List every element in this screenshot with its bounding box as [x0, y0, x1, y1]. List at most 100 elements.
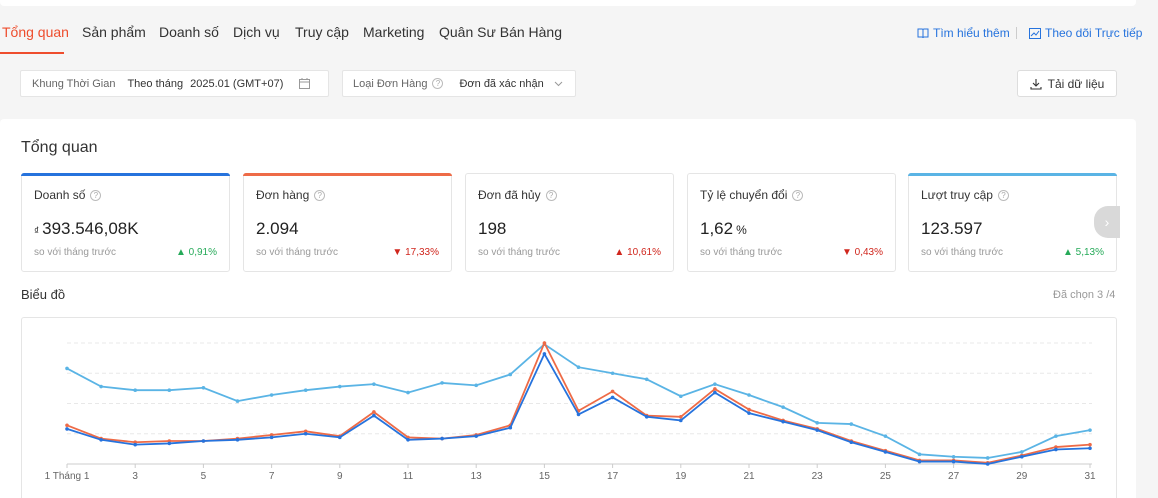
x-tick-label: 29 — [1016, 471, 1028, 482]
data-point — [747, 407, 751, 412]
time-range-label: Khung Thời Gian — [32, 77, 116, 90]
metric-name-text: Tỷ lệ chuyển đổi — [700, 188, 788, 202]
data-point — [201, 385, 206, 390]
help-icon: ? — [314, 189, 326, 201]
data-point — [883, 434, 888, 438]
data-point — [65, 427, 69, 431]
nav-bar: Tổng quan Sản phẩm Doanh số Dịch vụ Truy… — [0, 14, 1158, 54]
top-strip — [0, 0, 1136, 6]
nav-divider — [1016, 27, 1017, 39]
arrow-up-icon: ▲ — [614, 247, 625, 258]
data-point — [815, 428, 819, 432]
chevron-down-icon — [554, 81, 563, 86]
metric-value-text: 393.546,08K — [42, 219, 139, 238]
download-label: Tải dữ liệu — [1047, 76, 1105, 91]
metric-card-cancelled[interactable]: Đơn đã hủy? 198 so với tháng trước ▲ 10,… — [465, 173, 674, 272]
data-point — [99, 438, 103, 442]
tab-traffic[interactable]: Truy cập — [295, 24, 349, 40]
metric-card-revenue[interactable]: Doanh số? ₫ 393.546,08K so với tháng trướ… — [21, 173, 230, 272]
metric-value-text: 123.597 — [921, 219, 983, 238]
chevron-right-icon: › — [1104, 214, 1110, 230]
data-point — [610, 395, 615, 400]
x-tick-label: 21 — [743, 471, 755, 482]
data-point — [985, 462, 990, 466]
change-value: 17,33% — [405, 247, 439, 258]
x-tick-label: 7 — [269, 471, 275, 482]
data-point — [406, 438, 410, 442]
change-indicator: ▲ 10,61% — [614, 247, 661, 258]
arrow-up-icon: ▲ — [175, 247, 186, 258]
metric-card-conversion[interactable]: Tỷ lệ chuyển đổi? 1,62% so với tháng trư… — [687, 173, 896, 272]
data-point — [679, 418, 683, 423]
tab-sales-advisor[interactable]: Quân Sư Bán Hàng — [439, 24, 563, 40]
data-point — [917, 459, 922, 464]
metric-name: Doanh số? — [34, 188, 102, 202]
time-range-filter[interactable]: Khung Thời Gian Theo tháng 2025.01 (GMT+… — [20, 70, 329, 97]
x-tick-label: 31 — [1084, 471, 1096, 482]
x-tick-label: 9 — [337, 471, 343, 482]
arrow-down-icon: ▼ — [392, 247, 403, 258]
change-value: 0,43% — [854, 247, 883, 258]
tab-sales[interactable]: Doanh số — [159, 24, 219, 40]
x-tick-label: 5 — [201, 471, 207, 482]
data-point — [269, 435, 274, 440]
live-tracking-link[interactable]: Theo dõi Trực tiếp — [1029, 26, 1142, 40]
x-tick-label: 3 — [132, 471, 138, 482]
data-point — [440, 436, 444, 441]
data-point — [679, 415, 683, 419]
data-point — [747, 393, 751, 397]
change-indicator: ▲ 0,91% — [176, 247, 217, 258]
download-button[interactable]: Tải dữ liệu — [1017, 70, 1117, 97]
active-tab-underline — [0, 52, 64, 54]
data-point — [849, 422, 854, 426]
metric-name-text: Lượt truy cập — [921, 188, 993, 202]
metric-unit: % — [736, 223, 747, 237]
data-point — [576, 412, 581, 417]
metric-value-text: 198 — [478, 219, 507, 238]
change-indicator: ▼ 17,33% — [392, 247, 439, 258]
data-point — [576, 365, 581, 369]
change-indicator: ▼ 0,43% — [842, 247, 883, 258]
x-tick-label: 1 Tháng 1 — [45, 471, 90, 482]
data-point — [1054, 434, 1058, 438]
data-point — [133, 442, 137, 447]
x-tick-label: 23 — [812, 471, 824, 482]
tab-service[interactable]: Dịch vụ — [233, 24, 280, 40]
line-chart-svg: 1 Tháng 1 3 5 7 9 11 13 15 17 19 21 23 25 27 29 31 — [45, 340, 1096, 482]
tab-products[interactable]: Sản phẩm — [82, 24, 146, 40]
next-cards-button[interactable]: › — [1094, 206, 1120, 238]
x-tick-label: 27 — [948, 471, 960, 482]
learn-more-link[interactable]: Tìm hiểu thêm — [917, 26, 1010, 40]
data-point — [474, 434, 479, 438]
tab-overview[interactable]: Tổng quan — [2, 24, 69, 40]
data-point — [65, 366, 69, 371]
data-point — [985, 456, 990, 460]
metric-card-orders[interactable]: Đơn hàng? 2.094 so với tháng trước ▼ 17,… — [243, 173, 452, 272]
metric-card-visits[interactable]: Lượt truy cập? 123.597 so với tháng trướ… — [908, 173, 1117, 272]
time-range-mode: Theo tháng — [127, 77, 184, 90]
metric-name: Đơn hàng? — [256, 188, 326, 202]
card-accent-bar — [21, 173, 230, 176]
data-point — [644, 377, 649, 382]
data-point — [951, 459, 956, 464]
series-line-1 — [66, 340, 1091, 464]
data-point — [235, 438, 240, 442]
data-point — [201, 439, 206, 443]
data-point — [610, 371, 615, 376]
x-tick-label: 15 — [539, 471, 551, 482]
card-accent-bar — [243, 173, 452, 176]
data-point — [372, 413, 376, 418]
data-point — [679, 394, 683, 399]
metric-value-text: 1,62 — [700, 219, 734, 238]
data-point — [303, 388, 308, 392]
data-point — [338, 435, 342, 440]
help-icon: ? — [997, 189, 1009, 201]
data-point — [917, 452, 922, 457]
x-tick-label: 13 — [471, 471, 483, 482]
metric-value: ₫ 393.546,08K — [34, 219, 139, 239]
data-point — [644, 415, 649, 419]
help-icon: ? — [792, 189, 804, 201]
compare-label: so với tháng trước — [478, 247, 561, 258]
tab-marketing[interactable]: Marketing — [363, 24, 425, 40]
order-type-filter[interactable]: Loại Đơn Hàng ? Đơn đã xác nhận — [342, 70, 576, 97]
